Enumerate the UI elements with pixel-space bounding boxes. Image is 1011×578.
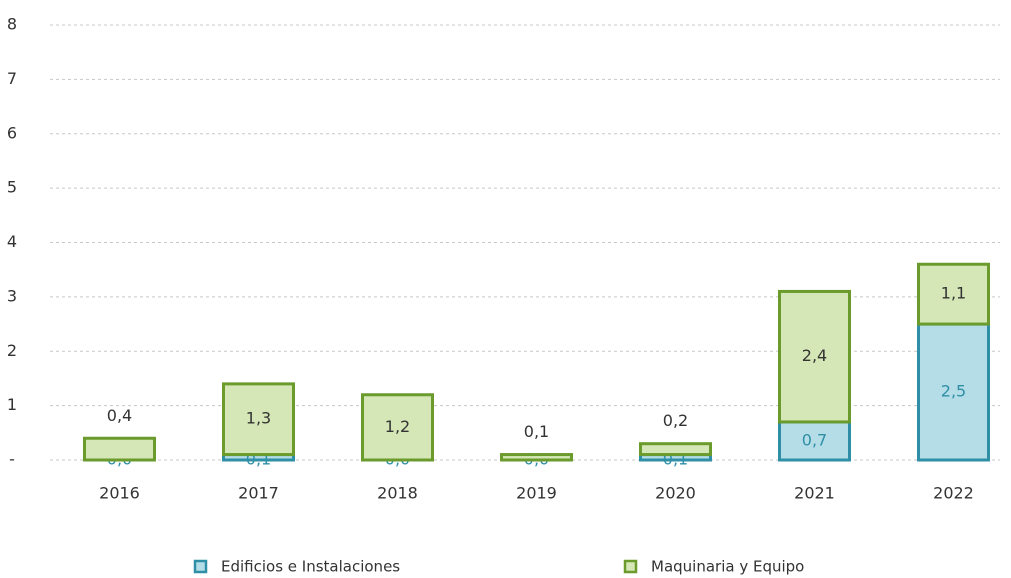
y-tick-label: 5 [7, 178, 17, 197]
bar-segment [361, 393, 434, 462]
y-tick-label: 8 [7, 15, 17, 34]
x-tick-label: 2021 [794, 484, 835, 503]
value-label: 0,1 [524, 422, 549, 441]
y-tick-label: 7 [7, 69, 17, 88]
x-tick-label: 2019 [516, 484, 557, 503]
y-tick-label: 6 [7, 123, 17, 142]
legend-swatch [193, 559, 208, 574]
y-tick-label: - [9, 450, 15, 469]
y-tick-label: 2 [7, 341, 17, 360]
x-tick-label: 2020 [655, 484, 696, 503]
bar-segment [778, 289, 851, 424]
x-tick-label: 2017 [238, 484, 279, 503]
x-tick-label: 2018 [377, 484, 418, 503]
x-tick-label: 2022 [933, 484, 974, 503]
value-label: 0,7 [802, 430, 827, 449]
value-label: 1,1 [941, 284, 966, 303]
y-tick-label: 3 [7, 286, 17, 305]
value-label: 0,2 [663, 411, 688, 430]
bar-segment [500, 453, 573, 462]
bar-segment [83, 436, 156, 462]
y-tick-label: 1 [7, 395, 17, 414]
value-label: 1,3 [246, 409, 271, 428]
x-tick-label: 2016 [99, 484, 140, 503]
legend-label: Edificios e Instalaciones [221, 558, 400, 576]
legend-label: Maquinaria y Equipo [651, 558, 804, 576]
bar-segment [639, 442, 712, 457]
value-label: 2,5 [941, 382, 966, 401]
value-label: 0,4 [107, 406, 132, 425]
bar-segment [917, 262, 990, 326]
legend-swatch [623, 559, 638, 574]
bar-segment [222, 382, 295, 457]
value-label: 1,2 [385, 417, 410, 436]
y-tick-label: 4 [7, 232, 17, 251]
value-label: 2,4 [802, 346, 827, 365]
